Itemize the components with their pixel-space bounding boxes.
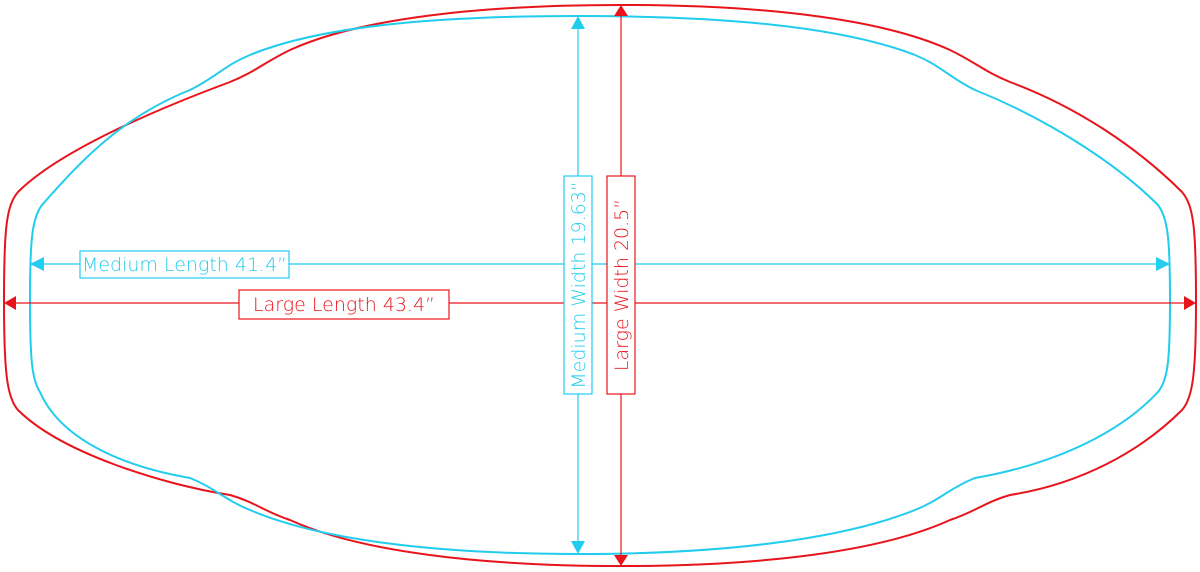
- large-width-label: Large Width 20.5”: [606, 175, 636, 395]
- large-width-arrow-bottom: [614, 555, 628, 566]
- medium-length-arrow-left: [30, 257, 44, 271]
- medium-width-text: Medium Width 19.63”: [568, 181, 590, 389]
- medium-length-label: Medium Length 41.4”: [79, 250, 290, 279]
- medium-width-arrow-top: [571, 16, 585, 29]
- medium-width-label: Medium Width 19.63”: [563, 175, 593, 395]
- large-length-text: Large Length 43.4”: [253, 294, 435, 316]
- medium-board-outline: [28, 14, 1172, 556]
- large-width-text: Large Width 20.5”: [611, 199, 633, 371]
- large-length-label: Large Length 43.4”: [238, 289, 450, 320]
- large-length-arrow-right: [1184, 296, 1196, 310]
- large-width-arrow-top: [614, 5, 628, 16]
- large-board-outline: [2, 3, 1198, 568]
- medium-width-arrow-bottom: [571, 541, 585, 554]
- medium-length-text: Medium Length 41.4”: [82, 254, 287, 276]
- medium-length-arrow-right: [1156, 257, 1170, 271]
- large-length-arrow-left: [4, 296, 16, 310]
